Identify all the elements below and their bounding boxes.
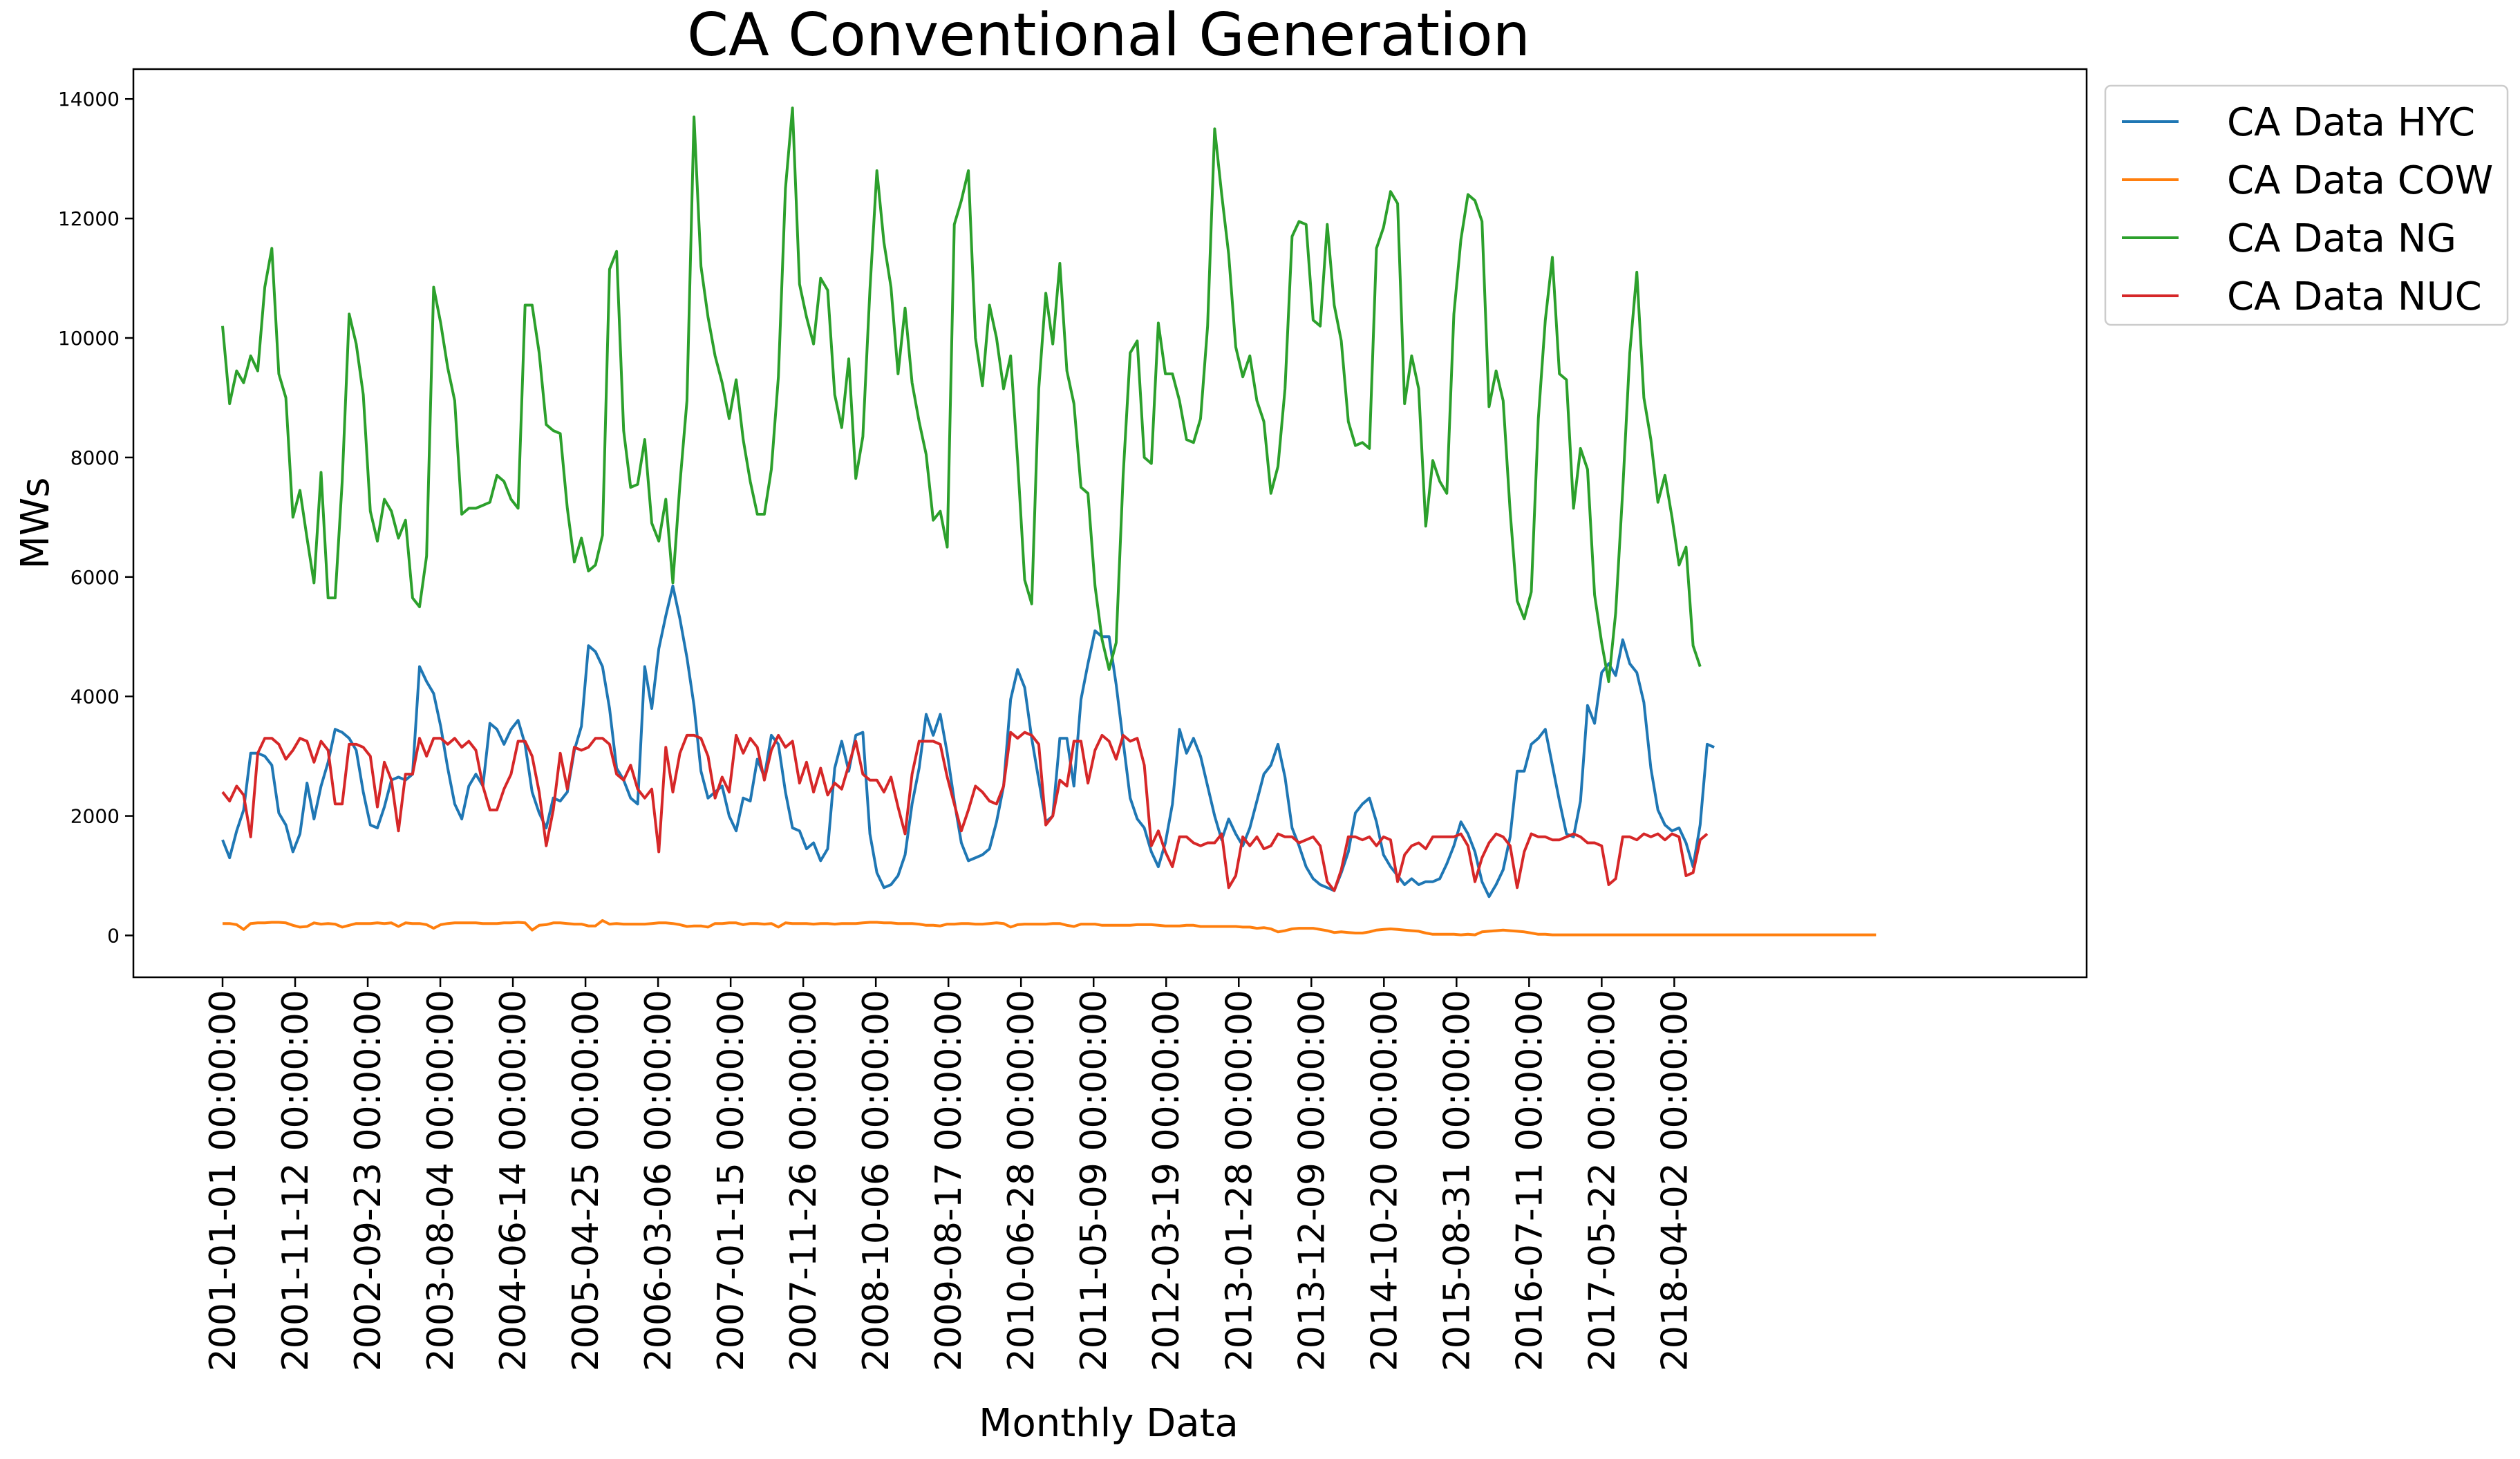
x-tick-label: 2013-01-28 00:00:00 bbox=[1219, 990, 1260, 1371]
plot-marks bbox=[221, 106, 1877, 936]
y-axis: 0 2000 4000 6000 8000 10000 12000 14000 bbox=[58, 88, 133, 947]
x-tick-label: 2014-10-20 00:00:00 bbox=[1364, 990, 1405, 1371]
x-tick-label: 2017-05-22 00:00:00 bbox=[1581, 990, 1623, 1371]
x-axis: 2001-01-01 00:00:00 2001-11-12 00:00:00 20… bbox=[203, 977, 1695, 1371]
x-tick-label: 2002-09-23 00:00:00 bbox=[348, 990, 389, 1371]
x-tick-label: 2011-05-09 00:00:00 bbox=[1073, 990, 1115, 1371]
x-tick-label: 2007-11-26 00:00:00 bbox=[783, 990, 825, 1371]
y-tick-label: 10000 bbox=[58, 327, 120, 350]
series-line-1 bbox=[223, 919, 1877, 936]
y-tick-label: 12000 bbox=[58, 207, 120, 230]
y-tick-label: 4000 bbox=[70, 686, 120, 708]
x-tick-label: 2009-08-17 00:00:00 bbox=[928, 990, 970, 1371]
series-line-3 bbox=[221, 731, 1709, 892]
x-tick-label: 2018-04-02 00:00:00 bbox=[1654, 990, 1695, 1371]
plot-frame bbox=[132, 68, 2088, 979]
x-tick-label: 2007-01-15 00:00:00 bbox=[711, 990, 752, 1371]
x-tick-label: 2006-03-06 00:00:00 bbox=[638, 990, 679, 1371]
x-tick-label: 2015-08-31 00:00:00 bbox=[1436, 990, 1478, 1371]
legend-label: CA Data NG bbox=[2227, 216, 2456, 261]
y-tick-label: 8000 bbox=[70, 446, 120, 469]
y-tick-label: 2000 bbox=[70, 805, 120, 828]
y-axis-label: MWs bbox=[13, 478, 58, 570]
series-line-2 bbox=[221, 106, 1702, 684]
x-tick-label: 2008-10-06 00:00:00 bbox=[856, 990, 897, 1371]
x-tick-label: 2001-01-01 00:00:00 bbox=[203, 990, 244, 1371]
x-axis-label: Monthly Data bbox=[979, 1401, 1239, 1446]
series-line-0 bbox=[221, 584, 1715, 898]
legend-label: CA Data COW bbox=[2227, 158, 2493, 203]
legend-box bbox=[2104, 84, 2509, 326]
legend-label: CA Data HYC bbox=[2227, 100, 2475, 145]
y-tick-label: 6000 bbox=[70, 566, 120, 589]
chart-title: CA Conventional Generation bbox=[687, 1, 1530, 70]
x-tick-label: 2016-07-11 00:00:00 bbox=[1509, 990, 1550, 1371]
x-tick-label: 2005-04-25 00:00:00 bbox=[565, 990, 607, 1371]
x-tick-label: 2004-06-14 00:00:00 bbox=[493, 990, 534, 1371]
y-tick-label: 14000 bbox=[58, 88, 120, 111]
x-tick-label: 2012-03-19 00:00:00 bbox=[1146, 990, 1187, 1371]
x-tick-label: 2010-06-28 00:00:00 bbox=[1001, 990, 1042, 1371]
x-tick-label: 2003-08-04 00:00:00 bbox=[420, 990, 462, 1371]
x-tick-label: 2001-11-12 00:00:00 bbox=[275, 990, 317, 1371]
legend-label: CA Data NUC bbox=[2227, 274, 2482, 319]
y-tick-label: 0 bbox=[107, 924, 120, 947]
legend: CA Data HYC CA Data COW CA Data NG CA Data … bbox=[2104, 84, 2509, 326]
x-tick-label: 2013-12-09 00:00:00 bbox=[1291, 990, 1333, 1371]
